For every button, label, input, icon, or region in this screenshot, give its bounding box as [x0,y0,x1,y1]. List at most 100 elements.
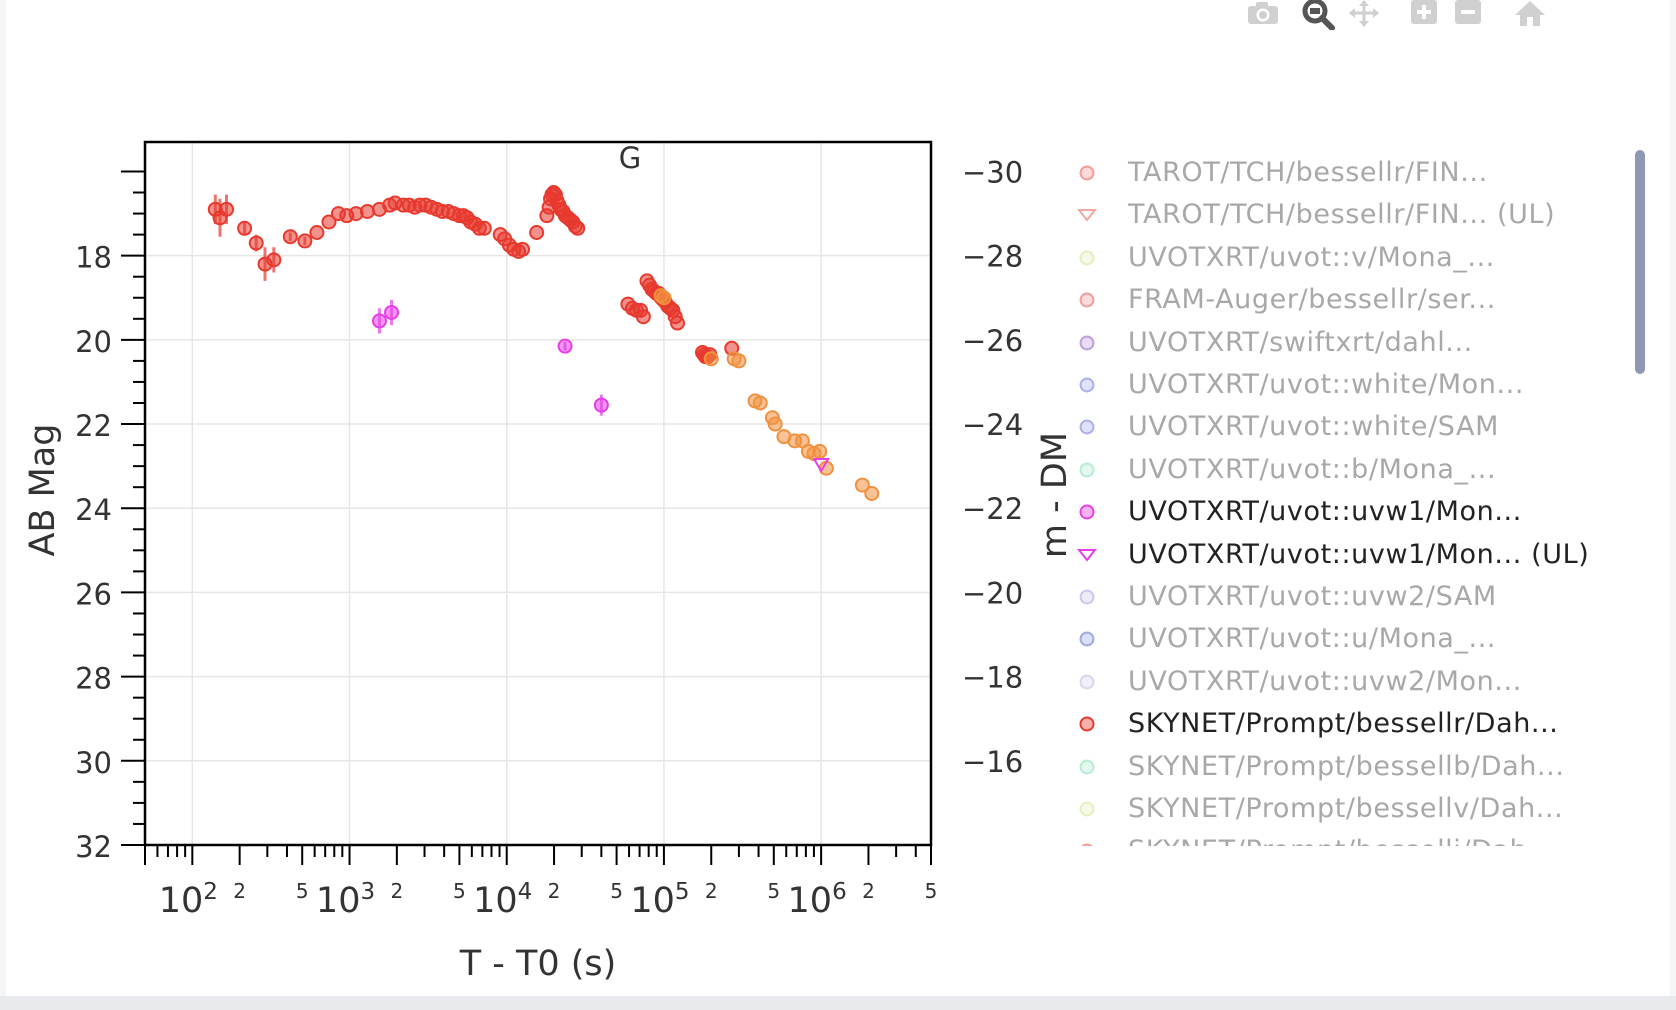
page-footer-strip [0,996,1676,1010]
data-point[interactable] [656,290,672,306]
x-minor-tick-label: 2 [862,879,875,903]
zoom-in-button[interactable] [1408,0,1444,30]
circle-marker-icon [1079,462,1095,478]
zoom-out-icon [1455,0,1481,24]
home-button[interactable] [1512,0,1548,30]
data-point[interactable] [297,233,313,249]
data-point[interactable] [864,486,880,501]
zoom-icon [1302,0,1335,30]
pan-button[interactable] [1346,0,1382,30]
series-uvotxrt-uvot-uvw1-mon [371,299,609,416]
y-tick-label: 24 [75,493,112,527]
data-point[interactable] [767,416,783,432]
data-point[interactable] [854,477,870,493]
data-point[interactable] [570,220,586,236]
pan-icon [1349,0,1379,27]
y2-tick-label: −16 [962,745,1023,779]
upper-limit-marker[interactable] [812,458,830,474]
legend-label: SKYNET/Prompt/bessellb/Dah... [1128,750,1565,782]
x-tick-label: 102 [159,879,218,921]
legend-item[interactable]: TAROT/TCH/bessellr/FIN... (UL) [1060,194,1620,236]
triangle-marker-icon [1076,548,1098,562]
legend-label: SKYNET/Prompt/bessellv/Dah... [1128,793,1564,824]
camera-button[interactable] [1246,0,1282,30]
legend: TAROT/TCH/bessellr/FIN... TAROT/TCH/besse… [1060,152,1620,846]
y-tick-label: 22 [75,409,112,443]
legend-item[interactable]: SKYNET/Prompt/bessellb/Dah... [1060,746,1620,788]
legend-item[interactable]: UVOTXRT/uvot::b/Mona_... [1060,449,1620,491]
legend-item[interactable]: UVOTXRT/uvot::uvw2/Mon... [1060,661,1620,703]
series-skynet-prompt-bessellr-dah [207,185,740,365]
data-point[interactable] [309,225,325,241]
data-point[interactable] [703,351,719,367]
data-point[interactable] [384,304,400,320]
data-point[interactable] [476,220,492,236]
legend-item[interactable]: UVOTXRT/swiftxrt/dahl... [1060,322,1620,364]
legend-item[interactable]: SKYNET/Prompt/bessellr/Dah... [1060,703,1620,745]
legend-item[interactable]: UVOTXRT/uvot::uvw2/SAM [1060,576,1620,618]
data-point[interactable] [752,395,768,411]
x-tick-label: 103 [316,879,375,921]
legend-item[interactable]: TAROT/TCH/bessellr/FIN... [1060,152,1620,194]
zoom-button[interactable] [1300,0,1336,30]
x-minor-tick-label: 5 [453,879,466,903]
y2-tick-label: −28 [962,240,1023,274]
data-point[interactable] [812,443,828,459]
legend-label: UVOTXRT/uvot::uvw2/SAM [1128,581,1497,612]
legend-item[interactable]: UVOTXRT/uvot::white/SAM [1060,406,1620,448]
legend-label: UVOTXRT/uvot::white/SAM [1128,411,1499,443]
data-point[interactable] [669,315,685,331]
y2-tick-label: −24 [962,408,1023,442]
chart-title: G [619,141,641,175]
circle-marker-icon [1079,504,1095,520]
data-point[interactable] [731,353,747,369]
data-point[interactable] [359,203,375,219]
y-tick-label: 30 [75,746,112,780]
zoom-in-icon [1411,0,1437,24]
axis-ticks: 102 103 104 105 106 2 5 2 5 2 5 2 5 2 5 18 20 22 24 26 28 30 3… [75,155,1023,921]
legend-item[interactable]: SKYNET/Prompt/bessellv/Dah... [1060,788,1620,830]
legend-scrollbar[interactable] [1635,150,1645,374]
legend-item[interactable]: UVOTXRT/uvot::v/Mona_... [1060,237,1620,279]
data-point[interactable] [321,214,337,230]
y2-tick-label: −26 [962,324,1023,358]
legend-item[interactable]: UVOTXRT/uvot::white/Mon... [1060,364,1620,406]
circle-marker-icon [1079,419,1095,435]
legend-label: UVOTXRT/uvot::white/Mon... [1128,369,1525,400]
legend-item[interactable]: UVOTXRT/uvot::u/Mona_... [1060,618,1620,660]
legend-label: TAROT/TCH/bessellr/FIN... [1128,157,1488,188]
home-icon [1515,1,1545,26]
legend-item[interactable]: UVOTXRT/uvot::uvw1/Mon... (UL) [1060,534,1620,576]
legend-item[interactable]: FRAM-Auger/bessellr/ser... [1060,279,1620,321]
data-layer [207,185,880,501]
data-point[interactable] [248,235,264,251]
data-point[interactable] [593,397,609,413]
data-point[interactable] [266,252,282,268]
legend-label: UVOTXRT/uvot::uvw2/Mon... [1128,665,1522,697]
legend-label: UVOTXRT/uvot::u/Mona_... [1128,623,1497,655]
legend-item[interactable]: UVOTXRT/uvot::uvw1/Mon... [1060,491,1620,533]
circle-marker-icon [1079,801,1095,817]
data-point[interactable] [635,309,651,325]
y-tick-label: 20 [75,325,112,359]
data-point[interactable] [282,229,298,245]
circle-marker-icon [1079,165,1095,181]
data-point[interactable] [371,313,387,329]
data-point[interactable] [529,225,545,241]
x-tick-label: 105 [630,879,689,921]
legend-label: UVOTXRT/swiftxrt/dahl... [1128,326,1473,358]
legend-item[interactable]: SKYNET/Prompt/besselli/Dah... [1060,830,1620,846]
data-point[interactable] [237,220,253,236]
data-point[interactable] [557,338,573,354]
y-tick-label: 32 [75,830,112,864]
x-minor-tick-label: 5 [767,879,780,903]
data-point[interactable] [219,201,235,217]
y-axis-label: AB Mag [23,424,63,557]
camera-icon [1248,2,1278,24]
legend-label: SKYNET/Prompt/besselli/Dah... [1128,835,1555,846]
zoom-out-button[interactable] [1452,0,1488,30]
plot-area[interactable] [143,140,933,847]
legend-label: TAROT/TCH/bessellr/FIN... (UL) [1128,199,1556,231]
data-point[interactable] [515,241,531,257]
